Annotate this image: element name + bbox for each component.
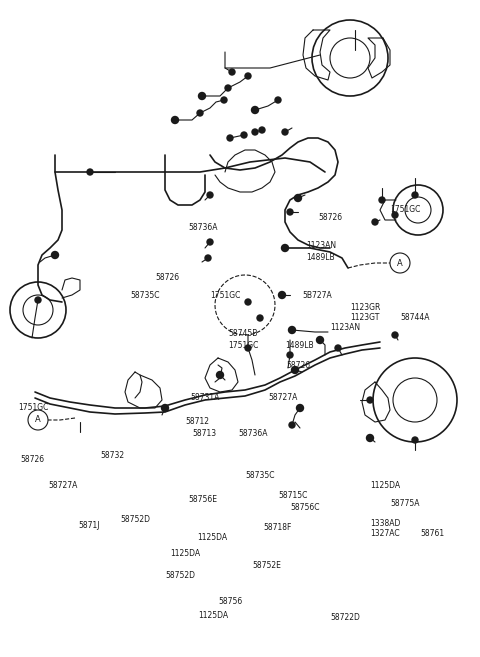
Text: 1125DA: 1125DA [197, 533, 227, 541]
Circle shape [287, 352, 293, 358]
Text: 1751GC: 1751GC [210, 290, 240, 300]
Text: 1123GT: 1123GT [350, 313, 379, 323]
Circle shape [392, 332, 398, 338]
Text: 1123GR: 1123GR [350, 304, 380, 313]
Circle shape [289, 422, 295, 428]
Text: 58775A: 58775A [390, 499, 420, 507]
Text: 58756E: 58756E [188, 495, 217, 503]
Circle shape [316, 336, 324, 344]
Text: 1489LB: 1489LB [306, 254, 335, 263]
Circle shape [412, 437, 418, 443]
Text: 58731A: 58731A [190, 392, 219, 401]
Text: 58752D: 58752D [165, 570, 195, 579]
Text: 1125DA: 1125DA [198, 610, 228, 620]
Circle shape [35, 297, 41, 303]
Text: 1751GC: 1751GC [390, 206, 420, 214]
Text: 58761: 58761 [420, 528, 444, 537]
Circle shape [227, 135, 233, 141]
Text: 1489LB: 1489LB [285, 340, 313, 350]
Circle shape [257, 315, 263, 321]
Text: 1125DA: 1125DA [370, 482, 400, 491]
Circle shape [295, 194, 301, 202]
Circle shape [199, 93, 205, 99]
Circle shape [207, 192, 213, 198]
Circle shape [367, 434, 373, 442]
Text: 58712: 58712 [185, 417, 209, 426]
Circle shape [297, 405, 303, 411]
Circle shape [245, 345, 251, 351]
Circle shape [287, 209, 293, 215]
Text: 5871J: 5871J [78, 522, 99, 530]
Circle shape [278, 292, 286, 298]
Circle shape [372, 219, 378, 225]
Text: 1751GC: 1751GC [228, 340, 258, 350]
Text: 58722D: 58722D [330, 612, 360, 622]
Text: 1125DA: 1125DA [170, 549, 200, 558]
Circle shape [367, 397, 373, 403]
Circle shape [412, 192, 418, 198]
Text: 1338AD: 1338AD [370, 518, 400, 528]
Circle shape [291, 367, 299, 373]
Text: 58727A: 58727A [268, 392, 298, 401]
Text: 58726: 58726 [286, 361, 310, 369]
Text: 58736A: 58736A [188, 223, 217, 233]
Circle shape [87, 169, 93, 175]
Circle shape [221, 97, 227, 103]
Text: A: A [397, 258, 403, 267]
Circle shape [207, 239, 213, 245]
Text: 58715C: 58715C [278, 491, 307, 499]
Circle shape [379, 197, 385, 203]
Text: 58736A: 58736A [238, 430, 267, 438]
Text: 1327AC: 1327AC [370, 528, 400, 537]
Circle shape [197, 110, 203, 116]
Text: 1123AN: 1123AN [306, 242, 336, 250]
Text: 58745B: 58745B [228, 328, 257, 338]
Circle shape [252, 106, 259, 114]
Circle shape [281, 244, 288, 252]
Circle shape [171, 116, 179, 124]
Circle shape [205, 255, 211, 261]
Text: 58756: 58756 [218, 597, 242, 606]
Text: 58744A: 58744A [400, 313, 430, 323]
Circle shape [28, 410, 48, 430]
Circle shape [335, 345, 341, 351]
Text: 58726: 58726 [155, 273, 179, 283]
Circle shape [51, 252, 59, 258]
Text: 58735C: 58735C [245, 470, 275, 480]
Text: 58713: 58713 [192, 430, 216, 438]
Text: 5B727A: 5B727A [302, 290, 332, 300]
Circle shape [216, 371, 224, 378]
Text: 58726: 58726 [20, 455, 44, 463]
Circle shape [225, 85, 231, 91]
Circle shape [252, 129, 258, 135]
Circle shape [390, 253, 410, 273]
Circle shape [229, 69, 235, 75]
Text: 1751GC: 1751GC [18, 403, 48, 411]
Text: A: A [35, 415, 41, 424]
Circle shape [282, 129, 288, 135]
Text: 58752D: 58752D [120, 514, 150, 524]
Circle shape [245, 299, 251, 305]
Text: 58726: 58726 [318, 214, 342, 223]
Circle shape [259, 127, 265, 133]
Circle shape [392, 212, 398, 218]
Text: 1123AN: 1123AN [330, 323, 360, 332]
Circle shape [161, 405, 168, 411]
Circle shape [275, 97, 281, 103]
Text: 58752E: 58752E [252, 560, 281, 570]
Text: 58718F: 58718F [263, 524, 291, 533]
Circle shape [241, 132, 247, 138]
Text: 58732: 58732 [100, 451, 124, 461]
Circle shape [288, 327, 296, 334]
Text: 58756C: 58756C [290, 503, 320, 512]
Circle shape [245, 73, 251, 79]
Text: 58727A: 58727A [48, 482, 77, 491]
Text: 58735C: 58735C [130, 290, 159, 300]
